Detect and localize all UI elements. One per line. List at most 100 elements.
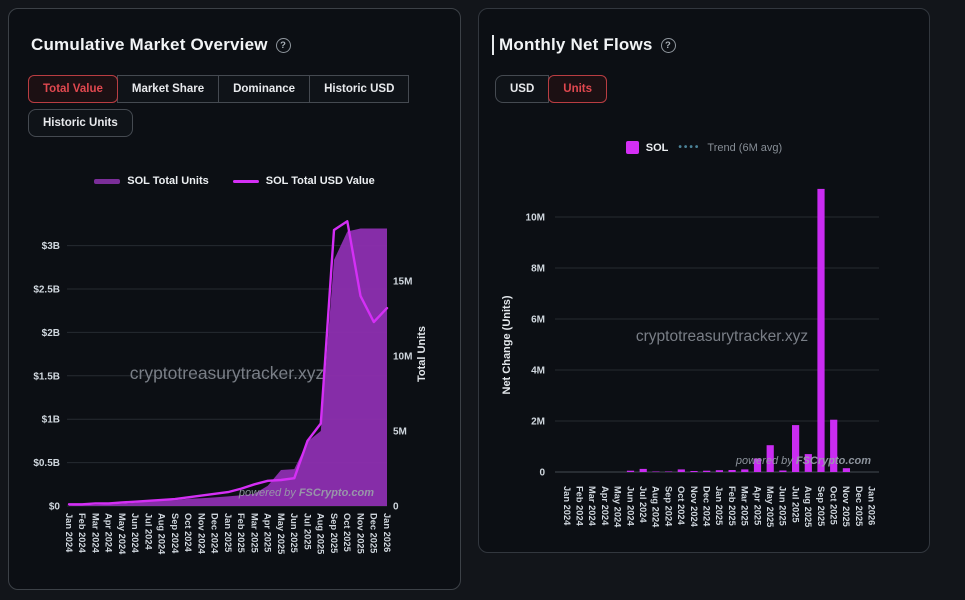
svg-text:Aug 2025: Aug 2025 xyxy=(315,513,325,554)
legend-label: SOL xyxy=(645,141,669,154)
svg-text:Apr 2024: Apr 2024 xyxy=(103,513,113,553)
svg-text:Feb 2024: Feb 2024 xyxy=(574,486,584,527)
sol-swatch xyxy=(625,141,639,154)
svg-text:$2B: $2B xyxy=(42,328,60,339)
cumulative-market-overview-panel: Cumulative Market Overview ? Total Value… xyxy=(8,8,461,590)
trend-dots-icon: •••• xyxy=(678,142,701,153)
svg-text:0: 0 xyxy=(539,468,545,479)
site-watermark: cryptotreasurytracker.xyz xyxy=(636,328,808,345)
sol-flow-bars xyxy=(626,188,850,472)
svg-text:Jun 2024: Jun 2024 xyxy=(625,486,635,527)
powered-by-watermark: powered by FSCrypto.com xyxy=(238,487,374,499)
svg-text:10M: 10M xyxy=(526,213,545,224)
svg-text:5M: 5M xyxy=(393,427,407,438)
svg-text:Dec 2024: Dec 2024 xyxy=(701,486,711,527)
svg-text:15M: 15M xyxy=(393,277,412,288)
svg-text:10M: 10M xyxy=(393,352,412,363)
svg-text:8M: 8M xyxy=(531,264,545,275)
svg-text:May 2024: May 2024 xyxy=(613,486,623,528)
tab-usd[interactable]: USD xyxy=(495,75,550,103)
svg-text:Mar 2024: Mar 2024 xyxy=(587,486,597,527)
svg-text:Jul 2024: Jul 2024 xyxy=(143,513,153,551)
svg-text:Feb 2025: Feb 2025 xyxy=(236,513,246,553)
svg-text:Oct 2025: Oct 2025 xyxy=(828,486,838,525)
svg-text:Apr 2025: Apr 2025 xyxy=(262,513,272,552)
units-swatch xyxy=(94,178,121,184)
cumulative-chart-legend: SOL Total Units SOL Total USD Value xyxy=(9,175,460,187)
bar-jun-2025 xyxy=(779,470,787,472)
bar-may-2025 xyxy=(766,445,774,472)
tab-historic-usd[interactable]: Historic USD xyxy=(309,75,410,103)
tab-historic-units[interactable]: Historic Units xyxy=(28,109,133,137)
svg-text:Jun 2024: Jun 2024 xyxy=(130,513,140,554)
svg-text:$0: $0 xyxy=(49,502,61,513)
svg-text:Jan 2024: Jan 2024 xyxy=(562,486,572,526)
svg-text:Nov 2024: Nov 2024 xyxy=(689,486,699,528)
bar-dec-2024 xyxy=(703,470,711,472)
bar-oct-2025 xyxy=(830,419,838,472)
svg-text:Aug 2024: Aug 2024 xyxy=(156,513,166,555)
svg-text:Jul 2025: Jul 2025 xyxy=(302,513,312,550)
svg-text:Sep 2024: Sep 2024 xyxy=(170,513,180,554)
svg-text:Jan 2026: Jan 2026 xyxy=(382,513,392,552)
svg-text:2M: 2M xyxy=(531,417,545,428)
svg-text:May 2025: May 2025 xyxy=(765,486,775,527)
svg-text:Oct 2025: Oct 2025 xyxy=(342,513,352,552)
flow-unit-tabs: USD Units xyxy=(495,75,608,103)
svg-text:Jul 2024: Jul 2024 xyxy=(638,486,648,524)
svg-text:Aug 2024: Aug 2024 xyxy=(651,486,661,528)
legend-item-total-units: SOL Total Units xyxy=(94,175,209,187)
bar-oct-2024 xyxy=(677,469,685,472)
svg-text:$3B: $3B xyxy=(42,241,60,252)
usd-swatch xyxy=(232,179,259,183)
x-axis-labels: Jan 2024 Feb 2024 Mar 2024 Apr 2024 May 2024… xyxy=(562,486,877,528)
bar-jun-2024 xyxy=(626,470,635,472)
bar-apr-2025 xyxy=(753,458,762,472)
svg-text:Jan 2026: Jan 2026 xyxy=(867,486,877,525)
net-flows-bar-chart: 0 2M 4M 6M 8M 10M Net Change (Units) cryptotrea… xyxy=(501,188,879,528)
svg-text:Dec 2024: Dec 2024 xyxy=(209,513,219,554)
svg-text:Apr 2024: Apr 2024 xyxy=(600,486,610,526)
svg-text:4M: 4M xyxy=(531,366,545,377)
bar-jul-2024 xyxy=(639,468,647,472)
help-icon[interactable]: ? xyxy=(275,37,291,53)
svg-text:May 2024: May 2024 xyxy=(117,513,127,555)
legend-item-trend: •••• Trend (6M avg) xyxy=(678,142,782,154)
svg-text:Apr 2025: Apr 2025 xyxy=(752,486,762,525)
help-icon[interactable]: ? xyxy=(660,37,676,53)
site-watermark: cryptotreasurytracker.xyz xyxy=(130,363,325,383)
tab-dominance[interactable]: Dominance xyxy=(218,75,311,103)
page-title: Cumulative Market Overview xyxy=(31,35,268,54)
panel-title-row: Cumulative Market Overview ? xyxy=(31,35,291,55)
legend-label: SOL Total Units xyxy=(127,175,209,187)
bar-aug-2025 xyxy=(804,454,812,472)
svg-text:Nov 2024: Nov 2024 xyxy=(196,513,206,555)
legend-label: Trend (6M avg) xyxy=(707,141,783,154)
svg-text:$2.5B: $2.5B xyxy=(33,285,60,296)
svg-text:Jun 2025: Jun 2025 xyxy=(289,513,299,553)
bar-jan-2025 xyxy=(715,470,723,472)
legend-item-usd-value: SOL Total USD Value xyxy=(232,175,375,187)
tab-total-value[interactable]: Total Value xyxy=(28,75,118,103)
svg-text:Nov 2025: Nov 2025 xyxy=(355,513,365,554)
chart-mode-tabs: Total Value Market Share Dominance Histo… xyxy=(28,75,410,103)
svg-text:6M: 6M xyxy=(531,315,545,326)
svg-text:Jan 2025: Jan 2025 xyxy=(223,513,233,552)
svg-text:Jun 2025: Jun 2025 xyxy=(778,486,788,526)
bar-feb-2025 xyxy=(728,470,736,472)
bar-nov-2025 xyxy=(842,468,850,472)
svg-text:May 2025: May 2025 xyxy=(276,513,286,554)
bar-sep-2024 xyxy=(665,471,673,472)
y-axis-title: Net Change (Units) xyxy=(501,295,513,394)
bar-mar-2025 xyxy=(741,469,749,472)
svg-text:$1B: $1B xyxy=(42,415,60,426)
bar-aug-2024 xyxy=(652,471,660,472)
net-flows-legend: SOL •••• Trend (6M avg) xyxy=(479,141,929,154)
svg-text:Oct 2024: Oct 2024 xyxy=(183,513,193,553)
bar-jul-2025 xyxy=(792,425,800,472)
monthly-net-flows-panel: Monthly Net Flows ? USD Units SOL •••• T… xyxy=(478,8,930,553)
tab-units[interactable]: Units xyxy=(548,75,608,103)
right-axis-ticks: 0 5M 10M 15M xyxy=(393,277,412,513)
cumulative-area-chart: $0 $0.5B $1B $1.5B $2B $2.5B $3B 0 5M 10M 15M Total… xyxy=(33,220,428,555)
svg-text:Mar 2024: Mar 2024 xyxy=(90,513,100,554)
